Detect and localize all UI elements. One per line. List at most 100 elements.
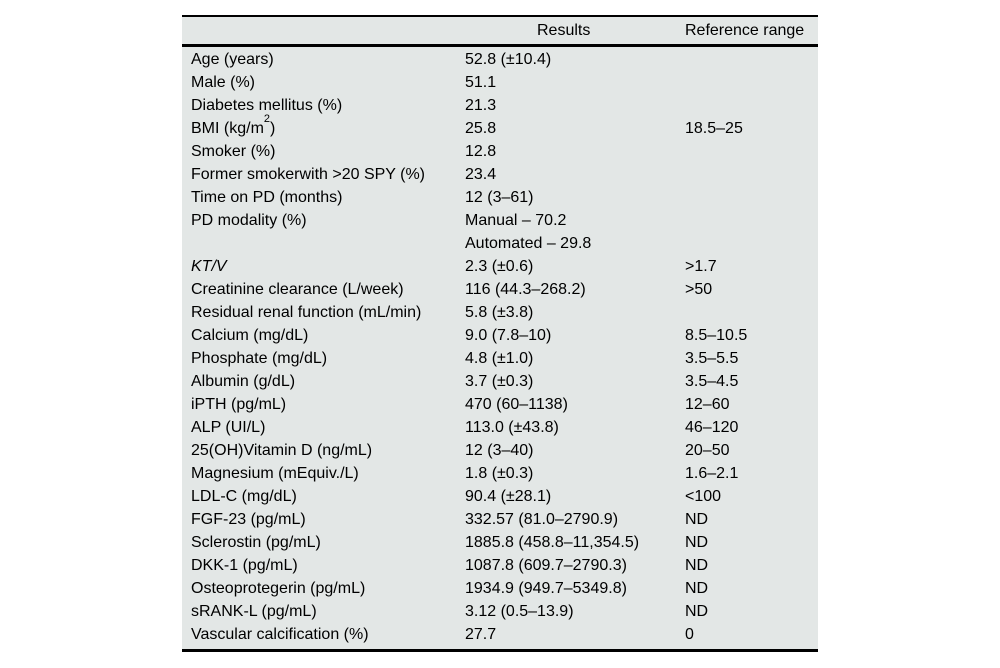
table-row-vitamin-d: 25(OH)Vitamin D (ng/mL) 12 (3–40) 20–50 bbox=[182, 439, 818, 462]
table-row-former-smoker: Former smokerwith >20 SPY (%) 23.4 bbox=[182, 163, 818, 186]
row-result: 9.0 (7.8–10) bbox=[465, 327, 552, 344]
row-label: Osteoprotegerin (pg/mL) bbox=[191, 580, 366, 597]
row-label: Sclerostin (pg/mL) bbox=[191, 534, 321, 551]
row-label: Magnesium (mEquiv./L) bbox=[191, 465, 359, 482]
row-reference: 20–50 bbox=[685, 442, 730, 459]
patient-characteristics-table: Results Reference range Age (years) 52.8… bbox=[182, 15, 818, 652]
row-result: 52.8 (±10.4) bbox=[465, 51, 552, 68]
table-row-smoker: Smoker (%) 12.8 bbox=[182, 140, 818, 163]
table-row-bmi: BMI (kg/m2) 25.8 18.5–25 bbox=[182, 113, 818, 140]
row-label: Age (years) bbox=[191, 51, 274, 68]
table-row-srankl: sRANK-L (pg/mL) 3.12 (0.5–13.9) ND bbox=[182, 600, 818, 623]
table-row-calcium: Calcium (mg/dL) 9.0 (7.8–10) 8.5–10.5 bbox=[182, 324, 818, 347]
row-reference: ND bbox=[685, 534, 709, 551]
row-label: Creatinine clearance (L/week) bbox=[191, 281, 404, 298]
row-reference: >1.7 bbox=[685, 258, 717, 275]
row-label: LDL-C (mg/dL) bbox=[191, 488, 297, 505]
row-result: 332.57 (81.0–2790.9) bbox=[465, 511, 619, 528]
row-label: DKK-1 (pg/mL) bbox=[191, 557, 298, 574]
column-header-results: Results bbox=[537, 21, 591, 39]
table-row-magnesium: Magnesium (mEquiv./L) 1.8 (±0.3) 1.6–2.1 bbox=[182, 462, 818, 485]
table-row-ktv: KT/V 2.3 (±0.6) >1.7 bbox=[182, 255, 818, 278]
row-result: 116 (44.3–268.2) bbox=[465, 281, 586, 298]
row-result: 21.3 bbox=[465, 97, 497, 114]
table-row-time-on-pd: Time on PD (months) 12 (3–61) bbox=[182, 186, 818, 209]
row-reference bbox=[685, 301, 818, 324]
row-result: 90.4 (±28.1) bbox=[465, 488, 552, 505]
row-reference: 18.5–25 bbox=[685, 120, 743, 137]
table-row-male: Male (%) 51.1 bbox=[182, 71, 818, 94]
row-result: 3.7 (±0.3) bbox=[465, 373, 534, 390]
row-reference bbox=[685, 140, 818, 163]
row-result: 1.8 (±0.3) bbox=[465, 465, 534, 482]
row-label: Male (%) bbox=[191, 74, 256, 91]
row-label: Phosphate (mg/dL) bbox=[191, 350, 328, 367]
row-result: 2.3 (±0.6) bbox=[465, 258, 534, 275]
row-reference: 46–120 bbox=[685, 419, 739, 436]
row-reference: 3.5–4.5 bbox=[685, 373, 739, 390]
table-row-pd-modality: PD modality (%) Manual – 70.2 Automated … bbox=[182, 209, 818, 255]
row-label: Former smokerwith >20 SPY (%) bbox=[191, 166, 425, 183]
row-reference bbox=[685, 48, 818, 71]
row-label: FGF-23 (pg/mL) bbox=[191, 511, 306, 528]
row-label: BMI (kg/m2) bbox=[182, 113, 465, 140]
row-reference: ND bbox=[685, 511, 709, 528]
row-result: 4.8 (±1.0) bbox=[465, 350, 534, 367]
row-reference bbox=[685, 186, 818, 209]
row-reference bbox=[685, 163, 818, 186]
row-result: 3.12 (0.5–13.9) bbox=[465, 603, 574, 620]
row-label: Albumin (g/dL) bbox=[191, 373, 296, 390]
row-result: Manual – 70.2 Automated – 29.8 bbox=[465, 209, 685, 255]
row-label: sRANK-L (pg/mL) bbox=[191, 603, 317, 620]
table-row-residual-renal-function: Residual renal function (mL/min) 5.8 (±3… bbox=[182, 301, 818, 324]
row-result: 23.4 bbox=[465, 166, 497, 183]
row-reference bbox=[685, 71, 818, 94]
row-label: Calcium (mg/dL) bbox=[191, 327, 309, 344]
row-result: 1885.8 (458.8–11,354.5) bbox=[465, 534, 640, 551]
row-result: 470 (60–1138) bbox=[465, 396, 568, 413]
row-reference: ND bbox=[685, 557, 709, 574]
row-label: ALP (UI/L) bbox=[191, 419, 266, 436]
table-row-fgf23: FGF-23 (pg/mL) 332.57 (81.0–2790.9) ND bbox=[182, 508, 818, 531]
row-result: 12 (3–61) bbox=[465, 189, 534, 206]
table-row-osteoprotegerin: Osteoprotegerin (pg/mL) 1934.9 (949.7–53… bbox=[182, 577, 818, 600]
row-reference bbox=[685, 94, 818, 117]
row-label: Vascular calcification (%) bbox=[191, 626, 369, 643]
row-result: 12 (3–40) bbox=[465, 442, 534, 459]
row-result: 25.8 bbox=[465, 120, 497, 137]
row-result: 1934.9 (949.7–5349.8) bbox=[465, 580, 627, 597]
row-label: PD modality (%) bbox=[191, 212, 307, 229]
row-label: Smoker (%) bbox=[191, 143, 276, 160]
row-label: 25(OH)Vitamin D (ng/mL) bbox=[191, 442, 373, 459]
row-label: Time on PD (months) bbox=[191, 189, 343, 206]
row-reference: >50 bbox=[685, 281, 713, 298]
row-reference: ND bbox=[685, 580, 709, 597]
bmi-label-text: BMI (kg/m bbox=[191, 120, 264, 137]
row-result: 27.7 bbox=[465, 626, 497, 643]
row-label: Residual renal function (mL/min) bbox=[191, 304, 422, 321]
row-label: iPTH (pg/mL) bbox=[191, 396, 287, 413]
row-result: 5.8 (±3.8) bbox=[465, 304, 534, 321]
table-row-age: Age (years) 52.8 (±10.4) bbox=[182, 48, 818, 71]
row-reference: 0 bbox=[685, 626, 694, 643]
table-row-diabetes: Diabetes mellitus (%) 21.3 bbox=[182, 94, 818, 117]
table-row-creatinine-clearance: Creatinine clearance (L/week) 116 (44.3–… bbox=[182, 278, 818, 301]
row-reference bbox=[685, 209, 818, 255]
table-row-alp: ALP (UI/L) 113.0 (±43.8) 46–120 bbox=[182, 416, 818, 439]
table-row-albumin: Albumin (g/dL) 3.7 (±0.3) 3.5–4.5 bbox=[182, 370, 818, 393]
bmi-label-close: ) bbox=[270, 120, 276, 137]
table-row-phosphate: Phosphate (mg/dL) 4.8 (±1.0) 3.5–5.5 bbox=[182, 347, 818, 370]
table-row-sclerostin: Sclerostin (pg/mL) 1885.8 (458.8–11,354.… bbox=[182, 531, 818, 554]
pd-modality-manual-line: Manual – 70.2 bbox=[465, 212, 567, 229]
row-reference: 1.6–2.1 bbox=[685, 465, 739, 482]
table-row-vascular-calcification: Vascular calcification (%) 27.7 0 bbox=[182, 623, 818, 646]
pd-modality-automated-line: Automated – 29.8 bbox=[465, 235, 592, 252]
row-reference: 12–60 bbox=[685, 396, 730, 413]
row-reference: 8.5–10.5 bbox=[685, 327, 748, 344]
row-result: 1087.8 (609.7–2790.3) bbox=[465, 557, 627, 574]
bmi-superscript: 2 bbox=[263, 112, 271, 125]
table-row-dkk1: DKK-1 (pg/mL) 1087.8 (609.7–2790.3) ND bbox=[182, 554, 818, 577]
table-row-ldl-c: LDL-C (mg/dL) 90.4 (±28.1) <100 bbox=[182, 485, 818, 508]
row-reference: ND bbox=[685, 603, 709, 620]
